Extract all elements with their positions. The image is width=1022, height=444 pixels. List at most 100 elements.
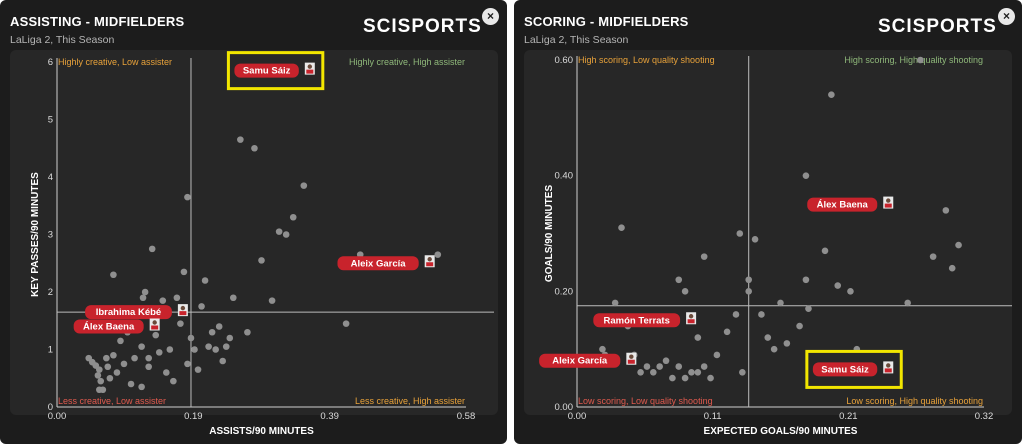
data-point [138, 343, 145, 350]
data-point [777, 299, 784, 307]
player-photo-head [180, 305, 186, 311]
data-point [694, 369, 702, 376]
player-label-bg [593, 313, 681, 328]
data-point [656, 363, 663, 370]
data-point [662, 357, 670, 365]
data-point [300, 182, 308, 189]
data-point [198, 303, 205, 310]
close-icon[interactable]: × [998, 8, 1015, 25]
data-point [170, 377, 177, 385]
data-point [163, 369, 170, 376]
player-photo-shirt [306, 69, 314, 74]
player-photo-shirt [151, 325, 159, 330]
data-point [681, 374, 689, 382]
data-point [268, 297, 276, 304]
player-label: Samu Sáiz [821, 364, 869, 375]
x-tick-label: 0.11 [704, 411, 722, 422]
player-label-bg [234, 63, 299, 78]
data-point [139, 294, 147, 302]
player-photo-head [688, 314, 694, 319]
data-point [184, 193, 191, 201]
player-photo-shirt [884, 203, 892, 208]
data-point [637, 369, 644, 376]
data-point [145, 363, 152, 371]
highlight-box [805, 349, 903, 389]
data-point [675, 363, 683, 370]
data-point [180, 268, 188, 276]
data-point [770, 345, 778, 353]
player-photo-shirt [426, 262, 434, 267]
data-point [201, 277, 209, 284]
close-icon[interactable]: × [482, 8, 499, 25]
quadrant-label-top-left: High scoring, Low quality shooting [578, 55, 715, 65]
y-axis-label: GOALS/90 MINUTES [544, 185, 555, 283]
player-label-bg [73, 319, 144, 334]
data-point [166, 346, 174, 353]
data-point [120, 360, 128, 368]
data-point [229, 294, 237, 302]
assisting-scatter-chart: 0.00 0.19 0.39 0.58 0 1 2 3 4 5 6 ASSISTS/90 MINUTE… [10, 50, 498, 437]
y-tick-label: 0.40 [555, 171, 574, 182]
data-point [688, 369, 695, 376]
data-point [802, 172, 810, 179]
data-point [173, 294, 181, 302]
data-point [694, 334, 702, 341]
quadrant-label-bottom-left: Less creative, Low assister [58, 396, 166, 406]
data-point [94, 372, 102, 379]
data-point [106, 374, 114, 382]
x-tick-label: 0.39 [320, 411, 339, 422]
data-point [159, 297, 167, 304]
data-point [96, 386, 103, 394]
data-point [599, 345, 606, 353]
data-point [828, 91, 835, 98]
data-point [187, 334, 195, 342]
data-point [282, 231, 290, 238]
data-point [847, 288, 854, 295]
y-tick-label: 0.00 [555, 402, 574, 413]
panel-title: SCORING - MIDFIELDERS [524, 14, 689, 29]
data-point [97, 377, 105, 385]
data-point [152, 331, 160, 339]
player-label: Aleix García [552, 356, 608, 367]
data-point [745, 276, 753, 284]
data-point [764, 334, 772, 341]
data-point [226, 334, 234, 342]
data-point [191, 346, 198, 353]
y-tick-label: 1 [48, 345, 53, 356]
player-label-bg [807, 197, 878, 212]
y-tick-label: 0 [48, 402, 53, 413]
data-point [104, 363, 112, 371]
data-point [205, 343, 212, 350]
scoring-scatter-chart: 0.00 0.11 0.21 0.32 0.00 0.20 0.40 0.60 EXPECTED… [524, 50, 1012, 437]
data-point [219, 357, 227, 365]
data-point [103, 354, 110, 362]
data-point [707, 374, 714, 382]
data-point [736, 230, 744, 237]
data-point [802, 276, 810, 284]
player-label: Ibrahima Kébé [96, 307, 161, 318]
data-point [110, 351, 117, 359]
player-photo-shirt [687, 319, 695, 324]
x-tick-label: 0.58 [457, 411, 476, 422]
data-point [155, 349, 163, 356]
data-point [208, 328, 216, 336]
data-point [194, 366, 202, 373]
data-point [148, 245, 156, 253]
player-label-bg [337, 256, 419, 271]
highlight-box [226, 51, 325, 91]
player-photo-head [307, 64, 313, 69]
assisting-panel: 0.00 0.19 0.39 0.58 0 1 2 3 4 5 6 ASSISTS/90 MINUTE… [0, 0, 507, 444]
data-point [131, 354, 138, 362]
data-point [700, 253, 708, 260]
data-point [145, 354, 152, 362]
player-label-bg [539, 353, 621, 368]
data-point [675, 276, 683, 284]
player-label: Ramón Terrats [604, 315, 670, 326]
data-point [796, 322, 803, 330]
panel-subtitle: LaLiga 2, This Season [524, 34, 629, 46]
data-point [805, 305, 812, 312]
data-point [669, 374, 676, 382]
data-point [222, 343, 230, 350]
data-point [258, 257, 265, 264]
data-point [955, 241, 962, 249]
